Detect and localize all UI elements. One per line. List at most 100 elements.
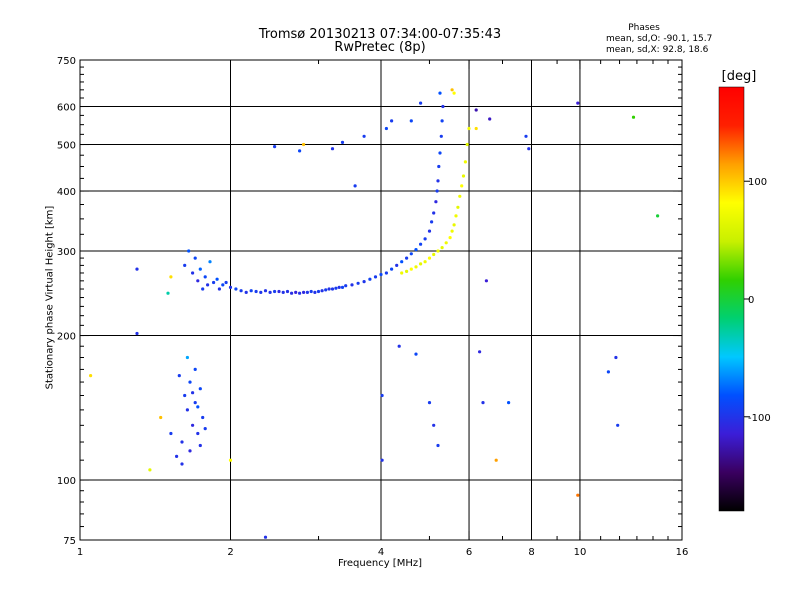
data-point [576, 101, 580, 105]
data-point [460, 184, 464, 188]
data-point [488, 117, 492, 121]
data-point [177, 374, 181, 378]
data-point [148, 468, 152, 472]
data-point [187, 249, 191, 253]
data-point [344, 284, 348, 288]
data-point [405, 269, 409, 273]
data-point [432, 423, 436, 427]
data-point [527, 147, 531, 151]
data-point [380, 393, 384, 398]
x-tick-label: 8 [528, 547, 534, 558]
data-point [180, 440, 184, 444]
data-point [456, 205, 460, 209]
data-point [432, 211, 436, 215]
data-point [193, 367, 197, 371]
data-point [89, 374, 93, 378]
data-point [244, 290, 248, 294]
y-tick-label: 400 [57, 187, 76, 198]
data-point [215, 277, 219, 281]
data-point [198, 387, 202, 391]
data-point [183, 393, 187, 398]
data-point [198, 267, 202, 271]
data-point [340, 140, 345, 144]
x-tick-label: 2 [227, 547, 233, 558]
data-point [474, 108, 478, 112]
y-tick-label: 500 [57, 141, 76, 152]
data-point [191, 391, 195, 395]
data-point [294, 290, 298, 294]
data-point [191, 271, 195, 275]
data-point [320, 289, 324, 293]
data-point [180, 462, 184, 466]
data-point [198, 443, 202, 448]
data-point [400, 260, 404, 264]
data-point [135, 331, 139, 336]
colorbar-tick-label: 0 [748, 295, 754, 306]
data-point [188, 380, 192, 384]
y-tick-label: 600 [57, 103, 76, 114]
colorbar-tick-label: 100 [748, 177, 767, 188]
data-point [454, 214, 458, 218]
data-point [384, 271, 388, 275]
data-point [228, 285, 233, 289]
data-point [259, 290, 263, 294]
data-point [169, 431, 173, 436]
data-point [458, 194, 462, 198]
data-point [614, 355, 618, 360]
data-point [423, 260, 427, 264]
data-points [89, 88, 660, 539]
data-point [437, 164, 441, 169]
x-tick-label: 10 [574, 547, 587, 558]
data-point [203, 275, 207, 279]
axis-ticks: 1 2 4 6 8 10 16 75 100 200 300 400 500 600 750 [57, 56, 688, 558]
data-point [330, 147, 335, 151]
data-point [436, 443, 440, 448]
data-point [435, 189, 439, 193]
chart-subtitle: RwPretec (8p) [334, 40, 426, 55]
x-axis-label: Frequency [MHz] [337, 558, 423, 569]
data-point [302, 290, 306, 294]
data-point [324, 288, 328, 292]
colorbar-tick-label: -100 [748, 413, 771, 424]
data-point [427, 401, 432, 405]
data-point [305, 290, 309, 294]
data-point [616, 423, 620, 427]
data-point [188, 449, 192, 453]
data-point [234, 287, 238, 291]
data-point [395, 263, 399, 267]
data-point [368, 277, 372, 281]
data-point [414, 352, 418, 356]
data-point [507, 401, 511, 405]
y-tick-label: 75 [63, 536, 76, 547]
data-point [465, 142, 469, 147]
data-point [193, 256, 197, 260]
data-point [212, 280, 216, 285]
data-point [440, 119, 444, 123]
x-tick-label: 16 [676, 547, 689, 558]
data-point [656, 214, 660, 218]
data-point [436, 249, 440, 253]
grid-lines [80, 60, 682, 540]
data-point [217, 287, 221, 291]
data-point [362, 134, 366, 138]
data-point [340, 285, 345, 289]
data-point [432, 252, 436, 257]
data-point [249, 289, 253, 293]
data-point [427, 229, 432, 233]
data-point [221, 283, 225, 287]
data-point [481, 401, 485, 405]
colorbar-unit-label: [deg] [721, 69, 757, 84]
data-point [373, 275, 378, 279]
data-point [254, 289, 258, 294]
data-point [409, 252, 413, 256]
data-point [436, 179, 440, 183]
data-point [379, 272, 383, 277]
data-point [273, 145, 277, 149]
data-point [281, 290, 285, 294]
data-point [185, 355, 189, 360]
data-point [494, 458, 498, 462]
x-tick-label: 4 [378, 547, 384, 558]
data-point [419, 101, 423, 105]
y-tick-label: 750 [57, 56, 76, 67]
data-point [353, 184, 357, 188]
